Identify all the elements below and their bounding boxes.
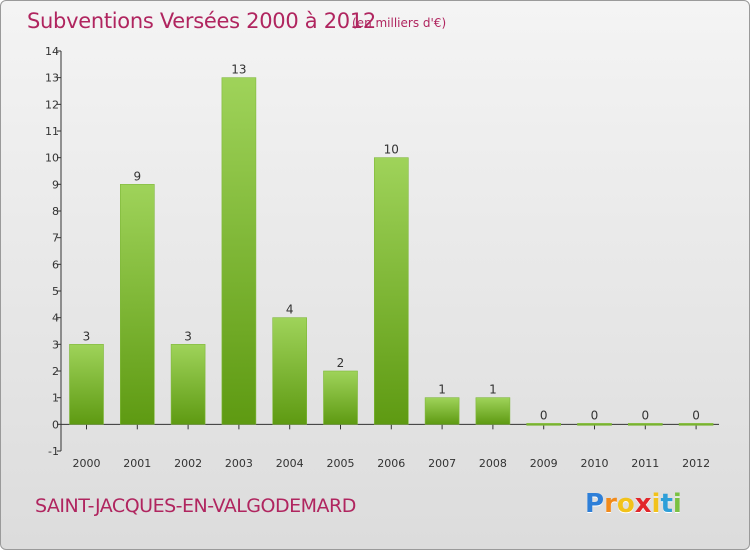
y-tick-label: 3 [52,338,59,351]
data-label: 13 [231,63,246,77]
y-tick-label: 9 [52,178,59,191]
logo-letter: o [616,489,635,519]
y-tick-label: 8 [52,205,59,218]
y-tick-label: 12 [45,98,59,111]
bar [678,423,714,426]
data-label: 0 [641,408,649,422]
logo-letter: x [634,489,652,519]
x-tick-label: 2002 [174,457,202,470]
bar [323,370,358,425]
bar [526,423,562,426]
data-label: 0 [692,408,700,422]
chart-units: (en milliers d'€) [352,16,447,30]
y-tick-label: 0 [52,418,59,431]
data-label: 1 [489,383,497,397]
data-label: 3 [83,329,91,343]
bar [170,344,206,425]
y-tick-label: -1 [48,445,59,458]
data-label: 4 [286,303,294,317]
y-tick-label: 4 [52,312,59,325]
x-tick-label: 2009 [530,457,558,470]
y-tick-label: 7 [52,232,59,245]
data-label: 2 [337,356,345,370]
bar [475,397,511,425]
x-tick-label: 2010 [581,457,609,470]
y-tick-label: 11 [45,125,59,138]
y-tick-label: 1 [52,392,59,405]
proxiti-logo[interactable]: Proxiti [585,489,682,519]
x-tick-label: 2003 [225,457,253,470]
x-tick-label: 2007 [428,457,456,470]
data-label: 9 [133,169,141,183]
logo-letter: i [651,489,661,519]
y-tick-label: 14 [45,45,59,58]
bar [69,344,104,425]
data-label: 0 [540,408,548,422]
x-tick-label: 2006 [377,457,405,470]
x-tick-label: 2004 [276,457,304,470]
x-tick-label: 2001 [123,457,151,470]
bar [577,423,612,426]
data-label: 10 [384,143,399,157]
data-label: 3 [184,329,192,343]
bar [272,317,308,425]
chart-title: Subventions Versées 2000 à 2012 [27,9,376,33]
bar [627,423,663,426]
logo-letter: P [585,489,605,519]
logo-letter: t [660,489,673,519]
x-tick-label: 2012 [682,457,710,470]
bar [373,157,409,425]
y-tick-label: 2 [52,365,59,378]
bar [424,397,460,425]
y-tick-label: 6 [52,258,59,271]
y-tick-label: 5 [52,285,59,298]
y-tick-label: 13 [45,72,59,85]
bar [120,184,155,425]
commune-name: SAINT-JACQUES-EN-VALGODEMARD [35,495,356,517]
x-tick-label: 2011 [631,457,659,470]
logo-letter: i [672,489,682,519]
bar [221,77,257,425]
x-tick-label: 2000 [73,457,101,470]
y-tick-label: 10 [45,152,59,165]
data-label: 0 [591,408,599,422]
x-tick-label: 2005 [327,457,355,470]
logo-letter: r [604,489,617,519]
data-label: 1 [438,383,446,397]
x-tick-label: 2008 [479,457,507,470]
